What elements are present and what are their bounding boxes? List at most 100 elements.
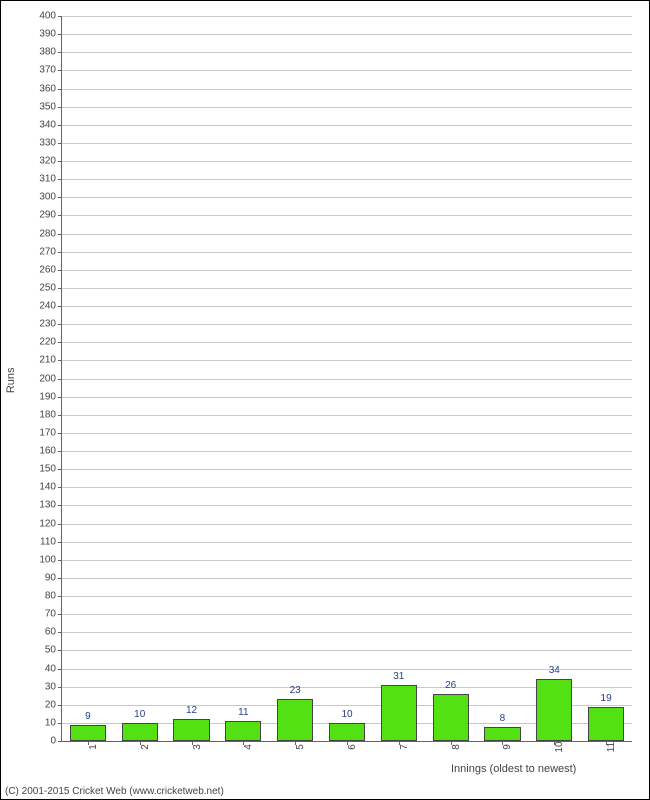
y-tick-label: 200: [39, 373, 56, 384]
y-tick-label: 20: [45, 699, 56, 710]
y-tick-mark: [58, 632, 62, 633]
gridline: [62, 143, 632, 144]
y-tick-mark: [58, 596, 62, 597]
x-tick-label: 9: [502, 744, 513, 750]
bar: [173, 719, 209, 741]
gridline: [62, 270, 632, 271]
y-tick-label: 350: [39, 101, 56, 112]
y-tick-label: 260: [39, 264, 56, 275]
gridline: [62, 89, 632, 90]
y-tick-label: 230: [39, 319, 56, 330]
y-tick-mark: [58, 215, 62, 216]
gridline: [62, 397, 632, 398]
bar: [70, 725, 106, 741]
x-tick-label: 10: [554, 741, 565, 752]
y-tick-mark: [58, 107, 62, 108]
x-tick-label: 2: [140, 744, 151, 750]
y-tick-mark: [58, 89, 62, 90]
y-tick-label: 130: [39, 500, 56, 511]
x-tick-label: 3: [192, 744, 203, 750]
y-tick-mark: [58, 324, 62, 325]
y-tick-mark: [58, 143, 62, 144]
chart-container: 0102030405060708090100110120130140150160…: [0, 0, 650, 800]
gridline: [62, 360, 632, 361]
gridline: [62, 107, 632, 108]
y-tick-label: 360: [39, 83, 56, 94]
y-tick-label: 310: [39, 174, 56, 185]
gridline: [62, 52, 632, 53]
gridline: [62, 342, 632, 343]
gridline: [62, 632, 632, 633]
y-tick-label: 250: [39, 282, 56, 293]
y-tick-mark: [58, 469, 62, 470]
x-tick-label: 7: [399, 744, 410, 750]
gridline: [62, 34, 632, 35]
y-tick-mark: [58, 741, 62, 742]
y-tick-label: 380: [39, 47, 56, 58]
bar-value-label: 9: [85, 711, 91, 722]
y-tick-mark: [58, 197, 62, 198]
y-tick-mark: [58, 524, 62, 525]
y-tick-mark: [58, 379, 62, 380]
y-tick-mark: [58, 723, 62, 724]
y-tick-mark: [58, 614, 62, 615]
y-tick-mark: [58, 270, 62, 271]
gridline: [62, 578, 632, 579]
y-tick-label: 110: [40, 536, 56, 547]
y-tick-label: 140: [39, 482, 56, 493]
gridline: [62, 306, 632, 307]
gridline: [62, 669, 632, 670]
gridline: [62, 234, 632, 235]
gridline: [62, 70, 632, 71]
gridline: [62, 16, 632, 17]
bar-value-label: 31: [393, 671, 404, 682]
gridline: [62, 379, 632, 380]
bar-value-label: 12: [186, 705, 197, 716]
bar-value-label: 8: [500, 713, 506, 724]
bar-value-label: 11: [238, 707, 248, 718]
y-tick-label: 290: [39, 210, 56, 221]
plot-area: 0102030405060708090100110120130140150160…: [61, 16, 632, 742]
y-tick-label: 180: [39, 409, 56, 420]
y-tick-label: 210: [39, 355, 56, 366]
gridline: [62, 433, 632, 434]
x-tick-label: 5: [295, 744, 306, 750]
y-tick-label: 100: [39, 554, 56, 565]
y-tick-mark: [58, 306, 62, 307]
y-tick-label: 40: [45, 663, 56, 674]
y-tick-mark: [58, 161, 62, 162]
x-tick-label: 6: [347, 744, 358, 750]
gridline: [62, 252, 632, 253]
bar: [588, 707, 624, 741]
y-tick-label: 240: [39, 301, 56, 312]
y-tick-mark: [58, 560, 62, 561]
y-tick-label: 190: [39, 391, 56, 402]
gridline: [62, 524, 632, 525]
y-tick-label: 170: [39, 427, 56, 438]
y-tick-mark: [58, 179, 62, 180]
y-tick-mark: [58, 16, 62, 17]
y-tick-mark: [58, 342, 62, 343]
y-tick-mark: [58, 650, 62, 651]
bar-value-label: 10: [341, 709, 352, 720]
bar-value-label: 26: [445, 680, 456, 691]
y-tick-label: 90: [45, 572, 56, 583]
gridline: [62, 288, 632, 289]
y-axis-title: Runs: [5, 367, 17, 393]
y-tick-label: 70: [45, 609, 56, 620]
y-tick-mark: [58, 451, 62, 452]
y-tick-label: 320: [39, 156, 56, 167]
y-tick-mark: [58, 433, 62, 434]
bar: [484, 727, 520, 742]
y-tick-label: 50: [45, 645, 56, 656]
gridline: [62, 505, 632, 506]
y-tick-mark: [58, 234, 62, 235]
y-tick-mark: [58, 505, 62, 506]
bar-value-label: 34: [549, 665, 560, 676]
gridline: [62, 614, 632, 615]
y-tick-label: 390: [39, 29, 56, 40]
gridline: [62, 197, 632, 198]
y-tick-mark: [58, 252, 62, 253]
gridline: [62, 215, 632, 216]
x-tick-label: 1: [88, 744, 99, 750]
